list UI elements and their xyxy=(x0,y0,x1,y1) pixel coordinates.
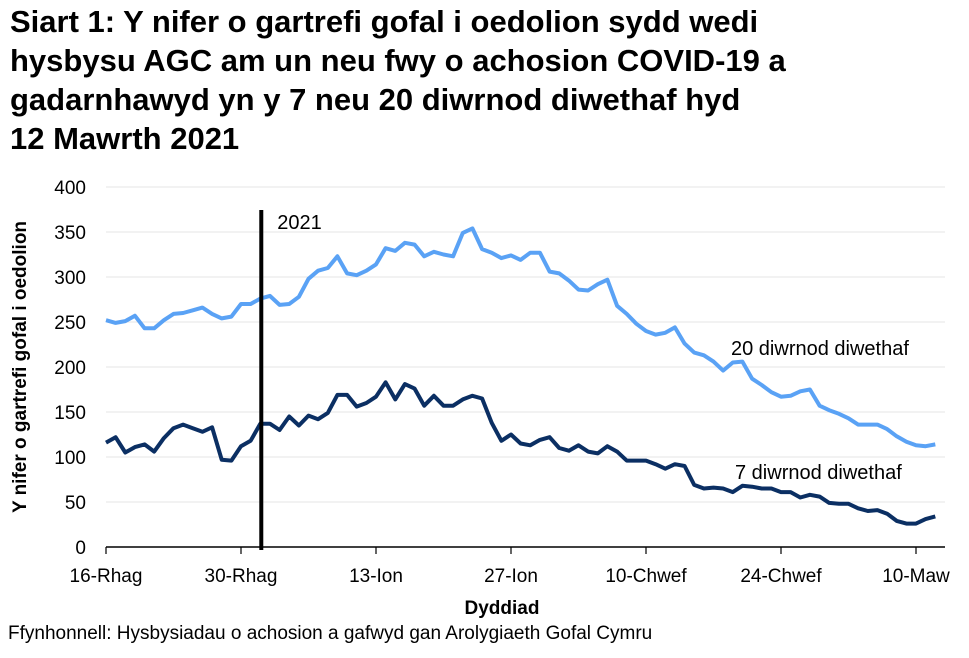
series-line-20-day xyxy=(105,226,936,449)
gridlines xyxy=(106,186,945,503)
y-tick-label: 250 xyxy=(54,313,86,334)
y-tick-label: 150 xyxy=(54,403,86,424)
y-tick-label: 300 xyxy=(54,268,86,289)
series-lines xyxy=(105,226,936,526)
y-axis-ticks: 0 50 100 150 200 250 300 350 400 xyxy=(54,178,86,559)
x-tick-label: 27-Ion xyxy=(484,566,538,587)
y-tick-label: 200 xyxy=(54,358,86,379)
x-tick-label: 13-Ion xyxy=(349,566,403,587)
year-marker-label: 2021 xyxy=(277,212,322,234)
x-tick-label: 16-Rhag xyxy=(70,566,143,587)
source-note: Ffynhonnell: Hysbysiadau o achosion a ga… xyxy=(8,623,653,644)
title-line: gadarnhawyd yn y 7 neu 20 diwrnod diweth… xyxy=(10,82,741,117)
y-tick-label: 50 xyxy=(65,493,86,514)
x-tick-label: 30-Rhag xyxy=(205,566,278,587)
title-line: hysbysu AGC am un neu fwy o achosion COV… xyxy=(10,43,786,78)
x-axis-label: Dyddiad xyxy=(465,598,540,619)
x-tick-label: 10-Chwef xyxy=(605,566,687,587)
series-label-7-day: 7 diwrnod diwethaf xyxy=(735,462,902,484)
y-tick-label: 350 xyxy=(54,223,86,244)
y-axis-label: Y nifer o gartrefi gofal i oedolion xyxy=(10,221,31,513)
y-tick-label: 0 xyxy=(75,538,86,559)
x-axis: 16-Rhag 30-Rhag 13-Ion 27-Ion 10-Chwef 24-Chw… xyxy=(70,546,950,587)
x-tick-label: 24-Chwef xyxy=(740,566,822,587)
series-line-7-day xyxy=(105,380,936,526)
chart-title: Siart 1: Y nifer o gartrefi gofal i oedo… xyxy=(10,2,960,158)
series-label-20-day: 20 diwrnod diwethaf xyxy=(731,338,909,360)
title-line: 12 Mawrth 2021 xyxy=(10,121,240,156)
title-line: Siart 1: Y nifer o gartrefi gofal i oedo… xyxy=(10,4,759,39)
year-annotation: 2021 xyxy=(259,210,322,550)
x-tick-label: 10-Maw xyxy=(882,566,950,587)
y-tick-label: 400 xyxy=(54,178,86,199)
y-tick-label: 100 xyxy=(54,448,86,469)
